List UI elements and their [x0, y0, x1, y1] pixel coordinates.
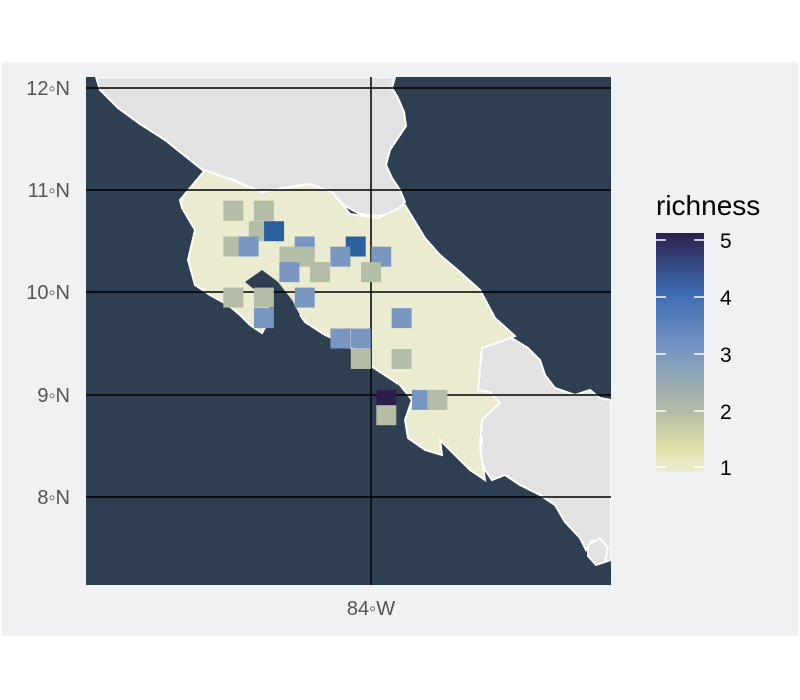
- nicaragua-land: [94, 77, 408, 218]
- richness-cell: [391, 349, 412, 369]
- y-tick-label: 12◦N: [26, 78, 70, 100]
- y-tick-label: 10◦N: [26, 282, 70, 304]
- legend-tick-label: 1: [720, 457, 732, 480]
- gridlines: [86, 77, 611, 585]
- richness-cell: [427, 389, 448, 410]
- richness-cell: [223, 200, 244, 221]
- richness-cell: [294, 246, 315, 267]
- richness-cell: [279, 246, 300, 267]
- legend-tick-label: 4: [720, 287, 732, 310]
- legend-tick-marks: [656, 239, 704, 468]
- legend: richness 5 4 3 2 1: [656, 190, 760, 480]
- richness-cell: [376, 389, 397, 410]
- legend-tick-label: 5: [720, 230, 732, 253]
- richness-cell: [223, 236, 244, 257]
- x-axis: 84◦W: [347, 598, 395, 620]
- richness-cell: [223, 287, 244, 308]
- richness-cell: [294, 287, 315, 308]
- richness-cell: [248, 221, 269, 242]
- richness-cell: [330, 246, 351, 267]
- y-tick-label: 9◦N: [37, 385, 70, 407]
- legend-title: richness: [656, 190, 760, 221]
- richness-cell: [238, 236, 259, 257]
- richness-cell: [253, 287, 274, 308]
- richness-cell: [391, 308, 412, 329]
- richness-cell: [279, 262, 300, 283]
- legend-tick-label: 2: [720, 401, 732, 424]
- richness-cell: [361, 262, 381, 283]
- richness-cells: [223, 200, 448, 426]
- legend-tick-label: 3: [720, 344, 732, 367]
- richness-cell: [330, 328, 351, 349]
- richness-cell: [310, 262, 330, 283]
- richness-cell: [253, 308, 274, 329]
- richness-cell: [264, 221, 285, 242]
- panama-island: [587, 536, 610, 567]
- richness-cell: [345, 236, 366, 257]
- y-tick-label: 11◦N: [28, 180, 70, 202]
- map-area: [86, 77, 611, 585]
- x-tick-label: 84◦W: [347, 598, 395, 620]
- panama-land: [474, 331, 611, 564]
- richness-cell: [412, 389, 432, 410]
- richness-cell: [371, 246, 392, 267]
- richness-cell: [376, 405, 397, 426]
- y-tick-label: 8◦N: [37, 487, 70, 509]
- y-axis: 12◦N 11◦N 10◦N 9◦N 8◦N: [26, 78, 70, 509]
- legend-colorbar: [656, 233, 704, 472]
- richness-cell: [350, 349, 371, 369]
- richness-cell: [253, 200, 274, 221]
- richness-cell: [350, 328, 371, 349]
